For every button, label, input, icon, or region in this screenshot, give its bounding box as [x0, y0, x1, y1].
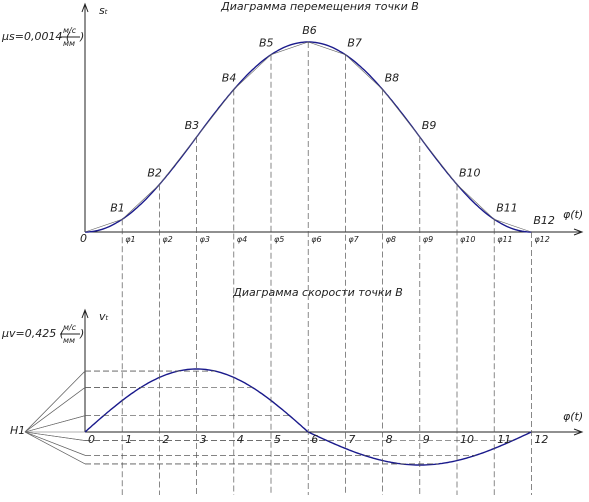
point-label: B3 — [185, 119, 200, 132]
point-label: B7 — [347, 37, 362, 50]
phi-label: φ3 — [200, 235, 210, 244]
point-label: B8 — [385, 72, 400, 85]
bottom-scale-close: ) — [79, 327, 84, 340]
bottom-scale-den: мм — [63, 336, 75, 345]
pole-ray — [24, 370, 86, 433]
phi-label: φ7 — [348, 235, 359, 244]
point-label: B12 — [533, 214, 555, 227]
bottom-scale-num: м/с — [63, 323, 77, 332]
point-label: B10 — [459, 167, 481, 180]
phi-label: φ2 — [162, 235, 172, 244]
top-axis-y: sₜ — [99, 4, 108, 17]
pole-ray — [24, 431, 86, 465]
top-scale: μs=0,0014 ( — [1, 30, 71, 43]
pole-ray — [24, 415, 86, 433]
phi-label: φ12 — [534, 235, 549, 244]
x-tick-label: 8 — [386, 433, 393, 446]
point-label: B9 — [422, 119, 437, 132]
top-scale-num: м/с — [63, 26, 77, 35]
x-tick-label: 7 — [348, 433, 355, 446]
x-tick-label: 1 — [125, 433, 132, 446]
phi-label: φ5 — [274, 235, 284, 244]
x-tick-label: 2 — [162, 433, 169, 446]
point-label: B6 — [302, 24, 317, 37]
pole-ray — [24, 431, 86, 456]
point-label: B5 — [259, 37, 274, 50]
x-tick-label: 3 — [200, 433, 207, 446]
top-origin: 0 — [80, 232, 87, 245]
x-tick-label: 9 — [423, 433, 430, 446]
pole-label: H1 — [10, 424, 25, 437]
phi-label: φ1 — [125, 235, 135, 244]
bottom-axis-x: φ(t) — [563, 410, 583, 423]
phi-label: φ11 — [497, 235, 512, 244]
x-tick-label: 4 — [237, 433, 244, 446]
x-tick-label: 6 — [311, 433, 318, 446]
x-tick-label: 10 — [460, 433, 474, 446]
top-scale-den: мм — [63, 39, 75, 48]
point-label: B1 — [110, 201, 125, 214]
point-label: B11 — [496, 201, 518, 214]
pole-ray — [24, 431, 86, 441]
top-y-axis — [81, 2, 89, 232]
pole-ray — [24, 387, 86, 433]
phi-label: φ4 — [237, 235, 247, 244]
top-x-axis — [85, 228, 584, 236]
x-tick-label: 0 — [88, 433, 95, 446]
bottom-axis-y: vₜ — [99, 310, 109, 323]
phi-label: φ8 — [386, 235, 396, 244]
bottom-title: Диаграмма скорости точки B — [232, 286, 403, 299]
top-scale-close: ) — [79, 30, 84, 43]
top-title: Диаграмма перемещения точки B — [220, 0, 419, 13]
top-axis-x: φ(t) — [563, 208, 583, 221]
point-label: B2 — [147, 167, 162, 180]
x-tick-label: 5 — [274, 433, 281, 446]
phi-label: φ6 — [311, 235, 321, 244]
x-tick-label: 12 — [534, 433, 548, 446]
bottom-x-axis — [85, 428, 584, 436]
phi-label: φ9 — [423, 235, 433, 244]
bottom-scale: μv=0,425 ( — [1, 327, 65, 340]
point-label: B4 — [222, 72, 237, 85]
phi-label: φ10 — [460, 235, 475, 244]
x-tick-label: 11 — [497, 433, 511, 446]
